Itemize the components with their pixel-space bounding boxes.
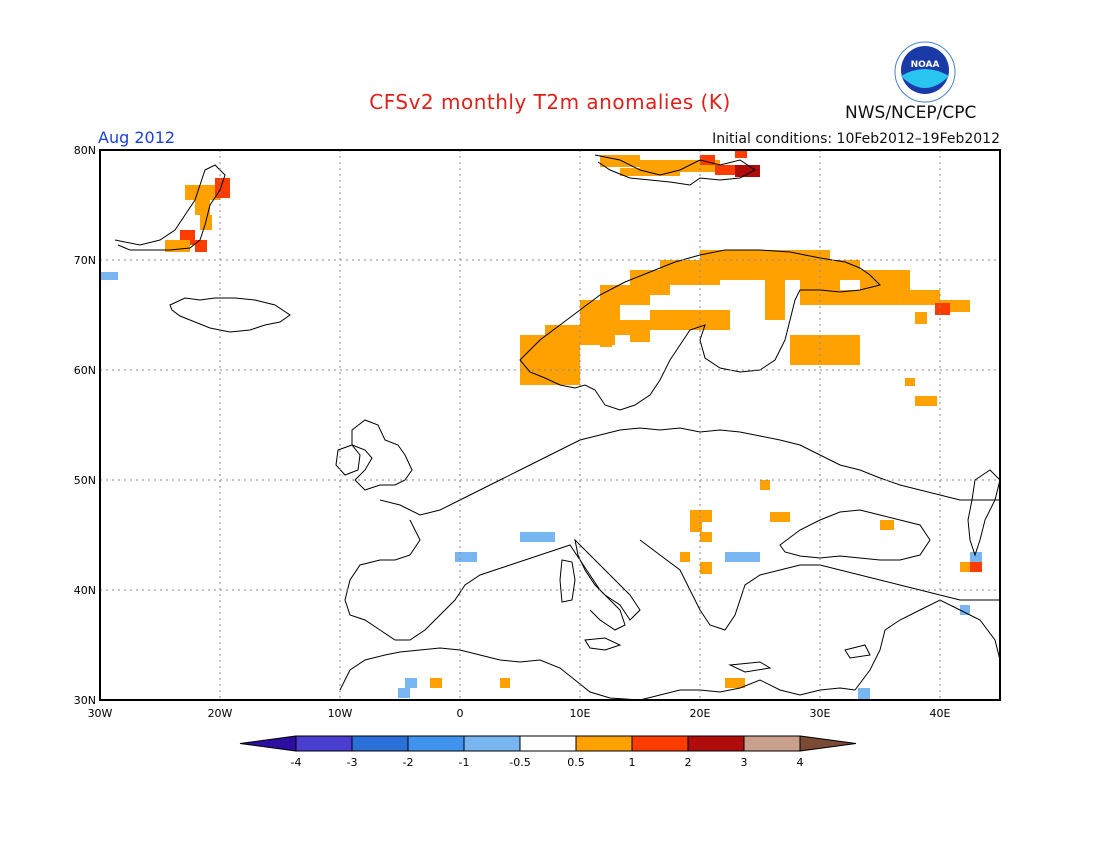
anomaly-cell [715,165,735,175]
anomaly-cell [520,532,555,542]
anomaly-cell [100,272,118,280]
lat-tick-label: 80N [74,144,96,157]
graticule [100,150,1000,700]
valid-period: Aug 2012 [98,128,176,147]
anomaly-cell [700,155,715,165]
anomaly-cell [690,522,702,532]
anomaly-cell [195,240,207,252]
colorbar-tick-label: 2 [685,756,692,769]
anomaly-cell [500,678,510,688]
colorbar-tick-label: -4 [291,756,302,769]
lon-tick-label: 0 [457,707,464,720]
anomaly-cell [680,552,690,562]
anomaly-cell [970,552,982,562]
map-title: CFSv2 monthly T2m anomalies (K) [369,90,731,114]
lat-tick-label: 70N [74,254,96,267]
anomaly-cell [398,688,410,698]
anomaly-cells [100,150,982,700]
anomaly-cell [830,260,860,280]
anomaly-cell [540,375,580,385]
lon-axis: 30W 20W 10W 0 10E 20E 30E 40E [88,707,951,720]
lon-tick-label: 30W [88,707,113,720]
lon-tick-label: 10E [570,707,591,720]
colorbar-swatch [407,735,465,752]
svg-text:NOAA: NOAA [911,60,940,70]
anomaly-cell [545,365,580,377]
map-frame [99,149,1001,701]
colorbar-tick-label: 0.5 [567,756,585,769]
anomaly-cell [725,552,760,562]
colorbar-swatch [519,735,577,752]
anomaly-cell [650,310,730,330]
anomaly-cell [915,396,937,406]
lon-tick-label: 10W [328,707,353,720]
anomaly-cell [820,290,940,305]
coastlines [114,154,1001,701]
colorbar-swatch [351,735,409,752]
lat-tick-label: 30N [74,694,96,707]
anomaly-cell [405,678,417,688]
anomaly-cell [630,330,650,342]
colorbar-tick-label: -2 [403,756,414,769]
colorbar-high-arrow [799,735,857,752]
anomaly-cell [725,678,745,688]
anomaly-cell [880,520,894,530]
anomaly-cell [185,185,220,200]
colorbar-tick-label: -1 [459,756,470,769]
colorbar-tick-label: 3 [741,756,748,769]
lon-tick-label: 40E [930,707,951,720]
anomaly-cell [765,280,785,320]
colorbar-swatch [463,735,521,752]
lat-tick-label: 50N [74,474,96,487]
anomaly-cell [690,510,712,522]
colorbar-tick-label: -3 [347,756,358,769]
colorbar-swatch [295,735,353,752]
noaa-logo-icon: NOAA [893,40,957,108]
anomaly-cell [935,303,950,315]
anomaly-cell [960,562,972,572]
colorbar-tick-label: 4 [797,756,804,769]
anomaly-cell [970,562,982,572]
colorbar-swatch [687,735,745,752]
colorbar-swatch [743,735,801,752]
anomaly-cell [905,378,915,386]
lat-tick-label: 60N [74,364,96,377]
colorbar-swatch [631,735,689,752]
lat-axis: 80N 70N 60N 50N 40N 30N [74,144,96,707]
colorbar-tick-label: -0.5 [509,756,530,769]
anomaly-cell [858,688,870,700]
anomaly-cell [735,165,760,177]
anomaly-cell [960,605,970,615]
anomaly-cell [430,678,442,688]
anomaly-cell [195,200,210,215]
anomaly-cell [455,552,477,562]
anomaly-cell [700,532,712,542]
lon-tick-label: 30E [810,707,831,720]
colorbar-swatch [575,735,633,752]
organization-label: NWS/NCEP/CPC [845,103,977,123]
initial-conditions: Initial conditions: 10Feb2012–19Feb2012 [712,131,1000,147]
lon-tick-label: 20E [690,707,711,720]
anomaly-cell [760,480,770,490]
lat-tick-label: 40N [74,584,96,597]
anomaly-cell [770,512,790,522]
colorbar-low-arrow [239,735,297,752]
anomaly-cell [790,335,860,365]
anomaly-cell [735,150,747,158]
anomaly-cell [600,335,612,347]
lon-tick-label: 20W [208,707,233,720]
anomaly-cell [915,312,927,324]
colorbar: -4 -3 -2 -1 -0.5 0.5 1 2 3 4 [239,735,857,769]
anomaly-cell [700,250,830,280]
anomaly-cell [215,178,230,198]
anomaly-cell [700,562,712,574]
colorbar-tick-label: 1 [629,756,636,769]
